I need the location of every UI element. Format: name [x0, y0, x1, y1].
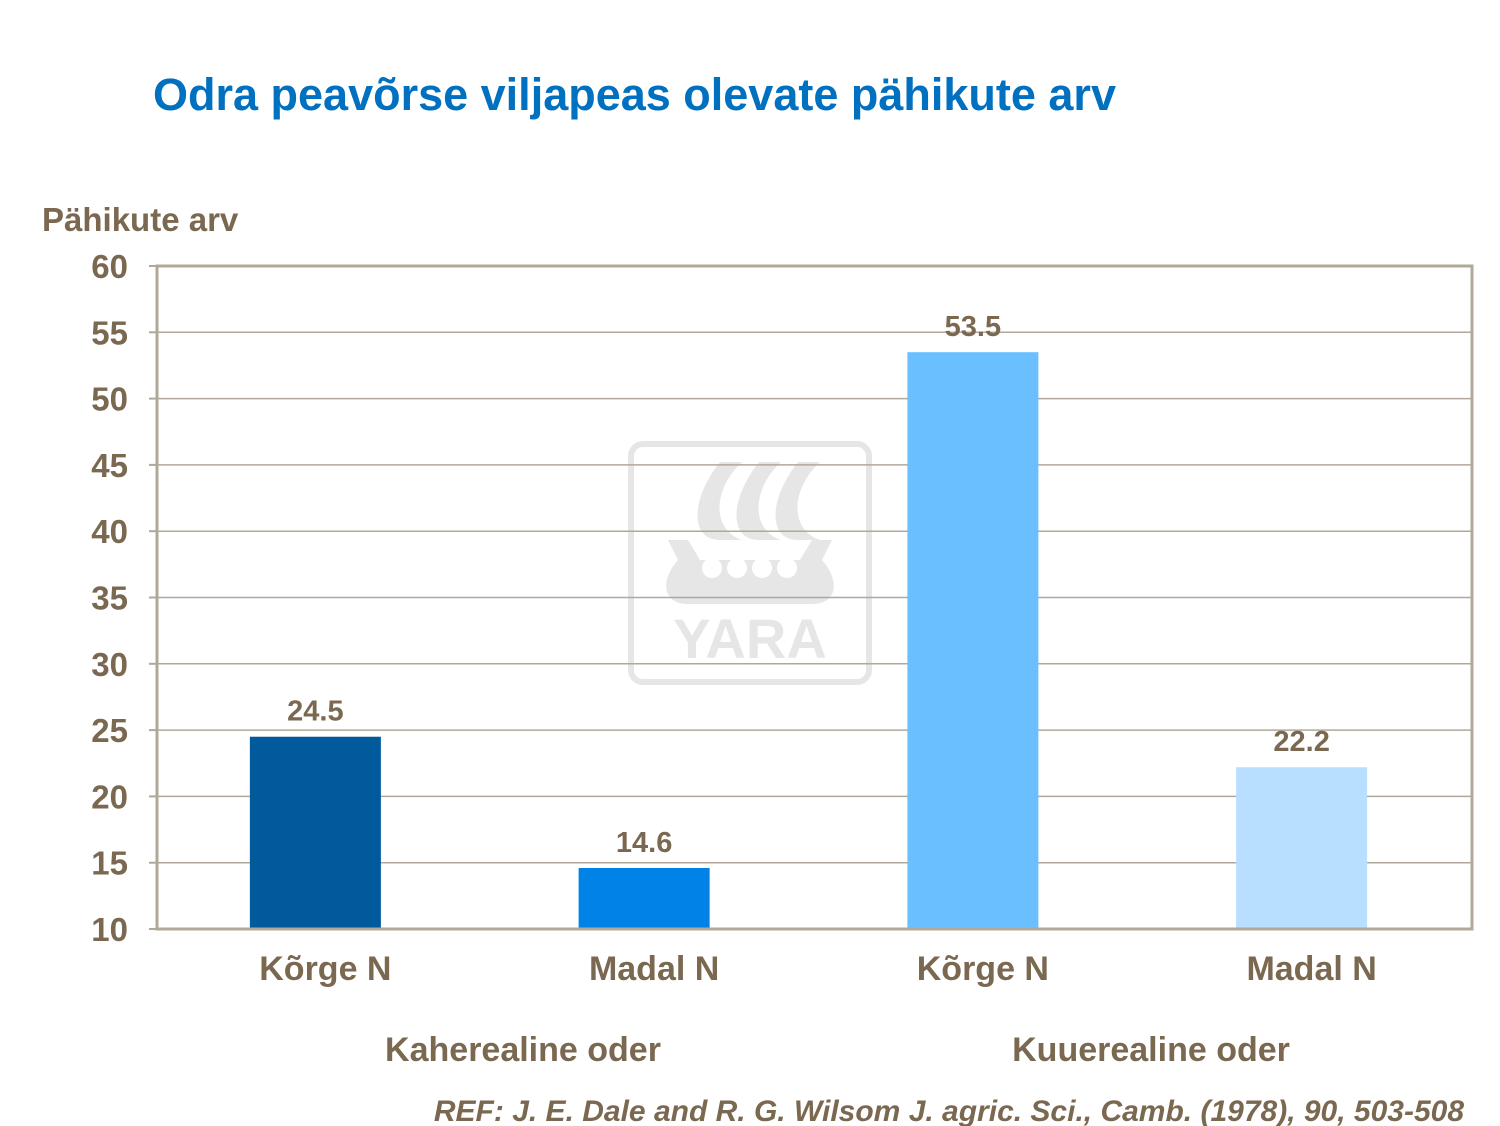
- data-label: 22.2: [1273, 726, 1329, 758]
- y-tick-label: 10: [91, 911, 128, 948]
- bar: [907, 352, 1039, 929]
- x-tick-label: Kõrge N: [917, 950, 1049, 988]
- data-label: 24.5: [287, 696, 343, 728]
- y-tick-label: 25: [91, 712, 128, 749]
- y-tick-label: 50: [91, 381, 128, 418]
- y-tick-label: 55: [91, 314, 128, 351]
- group-label: Kuuerealine oder: [1012, 1031, 1290, 1069]
- x-tick-label: Madal N: [589, 950, 719, 988]
- yara-logo-watermark: YARA: [628, 441, 872, 685]
- chart-title: Odra peavõrse viljapeas olevate pähikute…: [153, 69, 1116, 120]
- watermark-text: YARA: [673, 607, 827, 670]
- y-tick-label: 15: [91, 845, 128, 882]
- reference-text: REF: J. E. Dale and R. G. Wilsom J. agri…: [434, 1095, 1464, 1126]
- x-tick-label: Kõrge N: [259, 950, 391, 988]
- group-label: Kaherealine oder: [385, 1031, 661, 1069]
- x-tick-label: Madal N: [1246, 950, 1376, 988]
- y-tick-label: 20: [91, 778, 128, 815]
- y-tick-label: 40: [91, 513, 128, 550]
- y-tick-label: 60: [91, 248, 128, 285]
- y-tick-label: 45: [91, 447, 128, 484]
- y-tick-label: 35: [91, 580, 128, 617]
- data-label: 14.6: [616, 827, 672, 859]
- y-axis-label: Pähikute arv: [42, 201, 239, 238]
- bar: [1236, 767, 1368, 929]
- data-label: 53.5: [945, 311, 1001, 343]
- bar: [578, 868, 710, 929]
- y-tick-label: 30: [91, 646, 128, 683]
- bar: [249, 736, 381, 929]
